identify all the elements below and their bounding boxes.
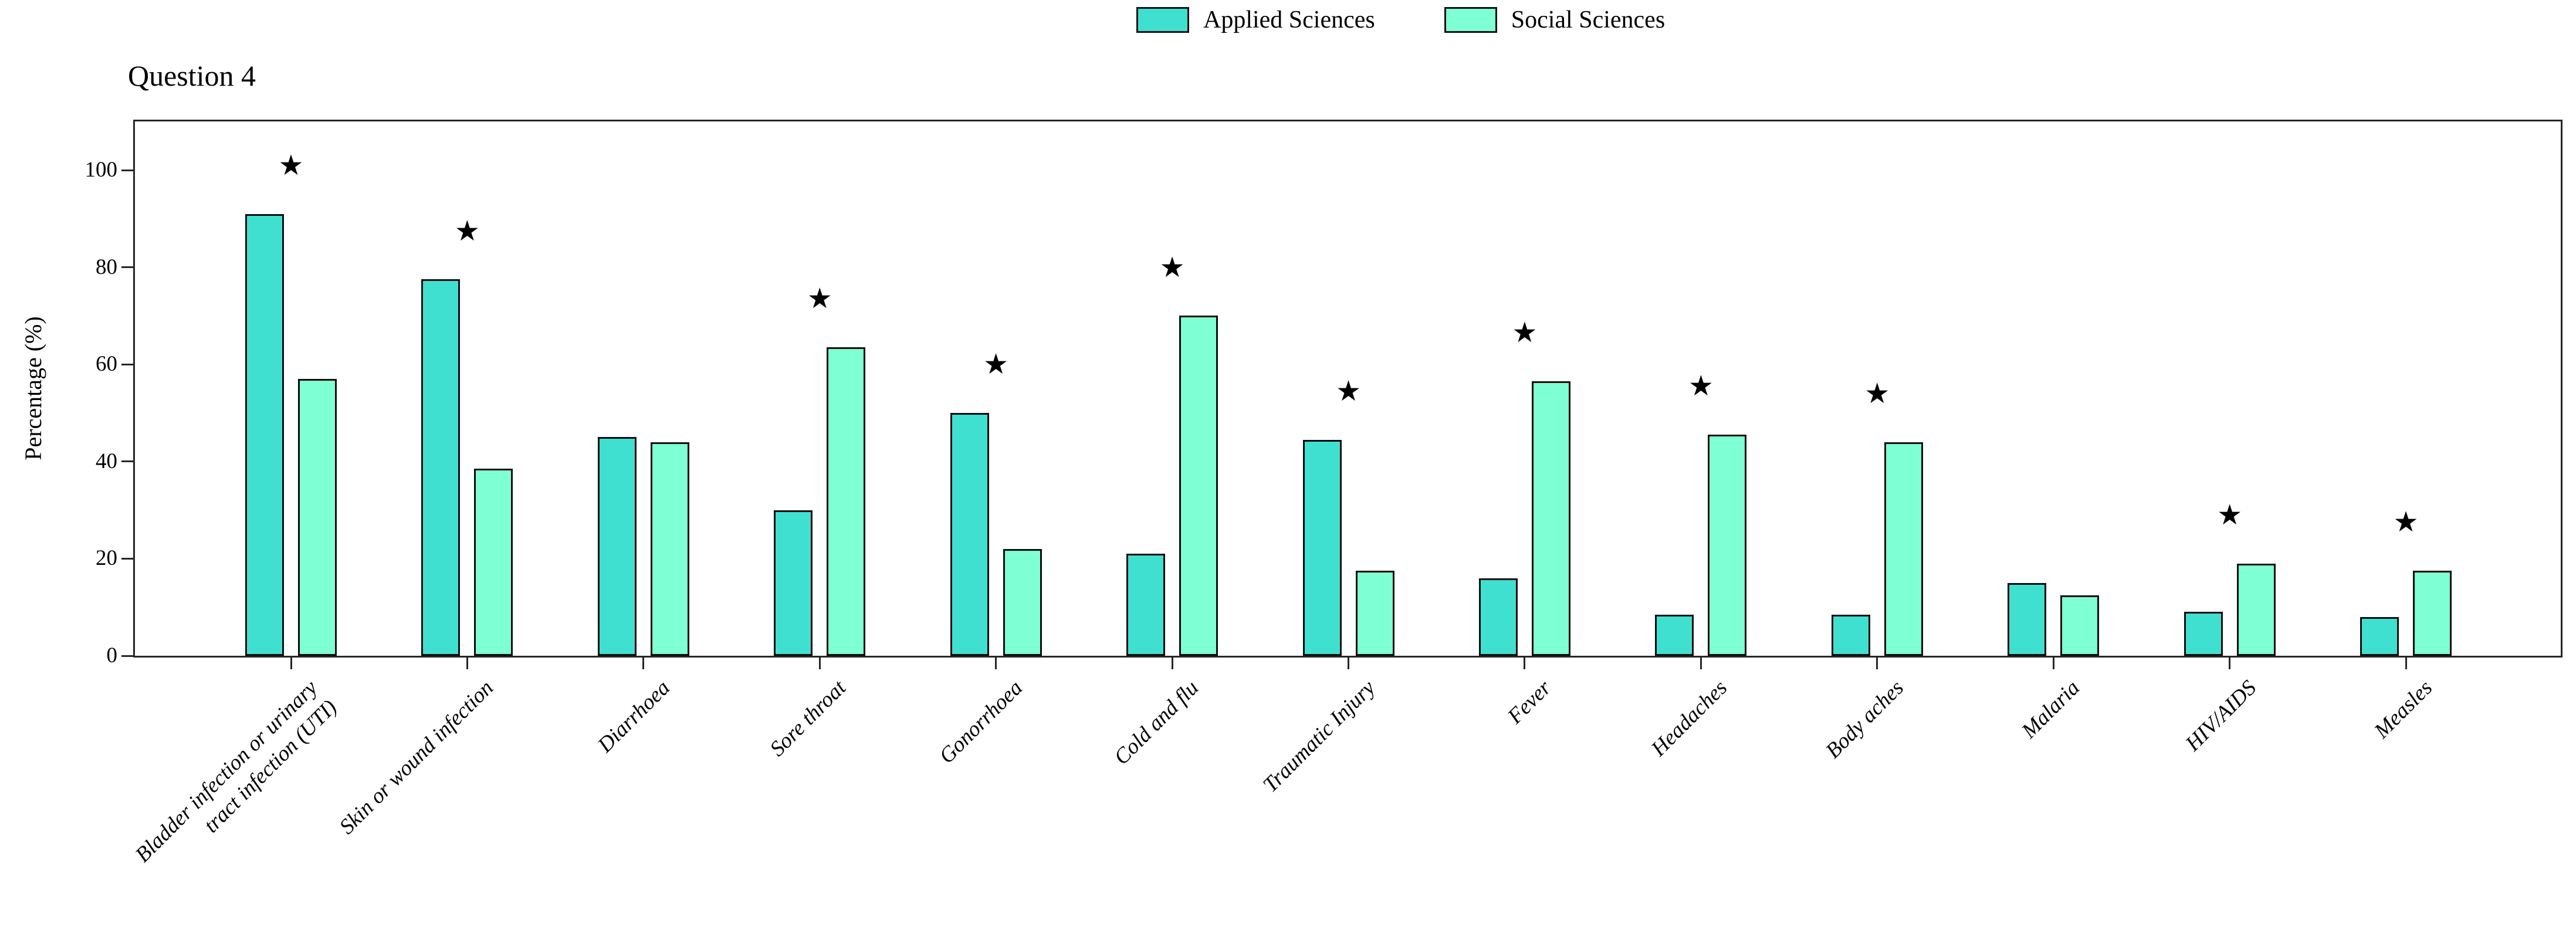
significance-star: ★ <box>454 214 480 248</box>
y-tick <box>121 460 133 463</box>
bar-social-sciences <box>1179 316 1218 656</box>
bar-social-sciences <box>2060 595 2100 656</box>
legend-item-applied-sciences: Applied Sciences <box>1136 6 1375 34</box>
bar-social-sciences <box>650 442 689 656</box>
bar-applied-sciences <box>2360 616 2399 656</box>
x-tick-label: Bladder infection or urinary tract infect… <box>130 676 342 868</box>
significance-star: ★ <box>1864 377 1890 410</box>
x-tick <box>1700 658 1702 669</box>
significance-star: ★ <box>983 348 1009 381</box>
significance-star: ★ <box>278 148 304 182</box>
bar-social-sciences <box>827 347 866 656</box>
legend-swatch-social-sciences <box>1444 7 1497 33</box>
x-tick-label: Fever <box>1503 676 1556 729</box>
x-tick-label: Malaria <box>2017 676 2085 743</box>
x-tick-label: Sore throat <box>765 676 851 761</box>
x-tick <box>1524 658 1526 669</box>
bar-applied-sciences <box>245 214 284 656</box>
y-tick <box>121 557 133 560</box>
x-tick-label: HIV/AIDS <box>2181 676 2261 756</box>
y-tick <box>121 655 133 657</box>
bar-applied-sciences <box>1655 614 1694 656</box>
legend-label-applied-sciences: Applied Sciences <box>1203 6 1375 33</box>
x-tick <box>466 658 468 669</box>
significance-star: ★ <box>1512 316 1538 350</box>
bar-applied-sciences <box>1126 554 1166 656</box>
x-tick <box>2405 658 2407 669</box>
x-tick <box>1348 658 1349 669</box>
significance-star: ★ <box>2393 506 2419 539</box>
bar-social-sciences <box>1884 442 1923 656</box>
chart-title: Question 4 <box>128 59 256 92</box>
legend-label-social-sciences: Social Sciences <box>1511 6 1666 33</box>
y-tick-label: 20 <box>96 546 117 571</box>
plot-area <box>133 120 2563 658</box>
bar-applied-sciences <box>950 413 989 656</box>
x-tick-label: Traumatic Injury <box>1258 676 1380 798</box>
legend-item-social-sciences: Social Sciences <box>1444 6 1665 34</box>
chart-legend: Applied Sciences Social Sciences <box>1136 6 1665 34</box>
bar-social-sciences <box>1003 548 1042 656</box>
bar-social-sciences <box>1355 571 1394 656</box>
x-tick-label: Cold and flu <box>1109 676 1204 770</box>
y-tick-label: 0 <box>106 643 118 668</box>
y-tick-label: 60 <box>96 352 117 377</box>
significance-star: ★ <box>1688 370 1714 403</box>
bar-applied-sciences <box>2008 582 2047 656</box>
legend-swatch-applied-sciences <box>1136 7 1189 33</box>
x-tick <box>818 658 821 669</box>
x-tick-label: Measles <box>2369 676 2438 743</box>
significance-star: ★ <box>1159 250 1185 284</box>
y-tick-label: 80 <box>96 255 117 279</box>
bar-applied-sciences <box>597 437 637 656</box>
y-tick-label: 100 <box>84 158 118 182</box>
x-tick-label: Skin or wound infection <box>335 676 499 839</box>
y-tick <box>121 266 133 269</box>
bar-social-sciences <box>2236 563 2276 656</box>
x-tick <box>1171 658 1173 669</box>
bar-social-sciences <box>298 379 337 656</box>
bar-social-sciences <box>1708 435 1747 656</box>
x-tick-label: Body aches <box>1820 676 1908 763</box>
x-tick <box>1876 658 1878 669</box>
significance-star: ★ <box>2217 498 2243 531</box>
x-tick-label: Gonorrhoea <box>934 676 1027 769</box>
bar-applied-sciences <box>1478 578 1518 656</box>
y-tick <box>121 169 133 171</box>
bar-applied-sciences <box>1831 614 1870 656</box>
bar-social-sciences <box>2413 571 2452 656</box>
bar-applied-sciences <box>2184 612 2223 656</box>
bar-applied-sciences <box>1302 439 1342 656</box>
x-tick <box>290 658 292 669</box>
significance-star: ★ <box>807 282 832 316</box>
significance-star: ★ <box>1335 374 1362 408</box>
x-tick <box>2229 658 2231 669</box>
y-tick <box>121 363 133 365</box>
x-tick <box>995 658 997 669</box>
bar-applied-sciences <box>421 279 461 656</box>
bar-applied-sciences <box>774 510 813 656</box>
x-tick-label: Diarrhoea <box>593 676 675 758</box>
bar-social-sciences <box>474 469 513 656</box>
x-tick <box>2052 658 2054 669</box>
x-tick <box>642 658 645 669</box>
x-tick-label: Headaches <box>1647 676 1732 761</box>
bar-social-sciences <box>1531 381 1570 656</box>
y-tick-label: 40 <box>96 449 117 473</box>
